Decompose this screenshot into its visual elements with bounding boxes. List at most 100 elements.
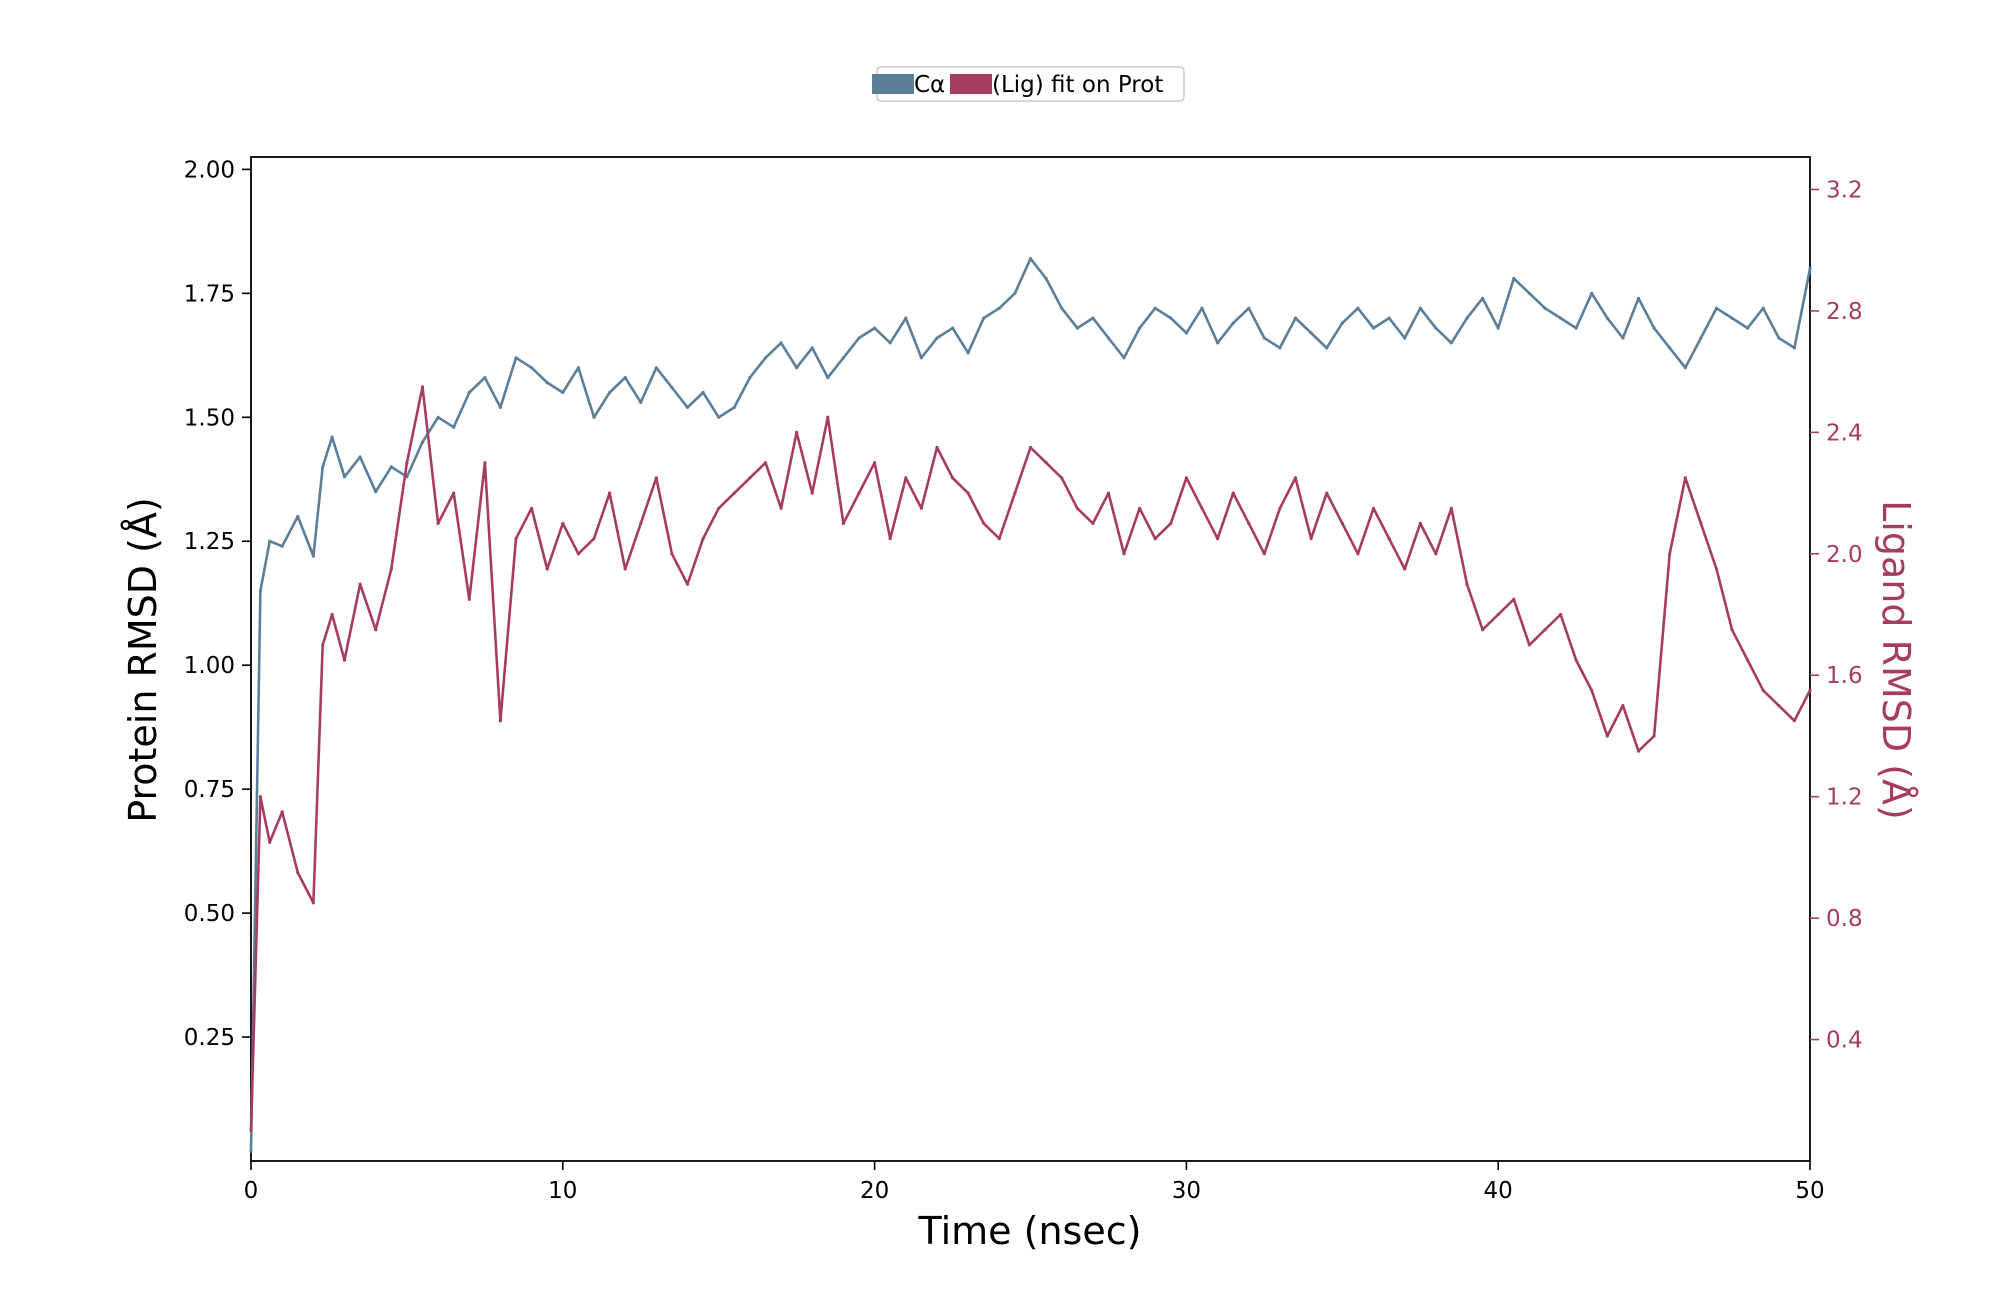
data-point-ligand — [670, 552, 674, 556]
right-y-tick-label: 1.2 — [1826, 785, 1863, 811]
data-point-ligand — [1527, 643, 1531, 647]
data-point-ligand — [374, 628, 378, 632]
data-point-ligand — [1699, 521, 1703, 526]
data-point-protein-ca — [1262, 336, 1266, 340]
x-axis-label: Time (nsec) — [918, 1209, 1142, 1253]
data-point-protein-ca — [717, 415, 721, 419]
data-point-protein-ca — [639, 400, 643, 404]
data-point-ligand — [1559, 612, 1563, 617]
left-y-tick-label: 0.25 — [184, 1025, 235, 1051]
data-point-ligand — [1371, 506, 1376, 510]
data-point-protein-ca — [436, 415, 440, 419]
data-point-ligand — [576, 552, 581, 556]
data-point-ligand — [436, 521, 440, 526]
data-point-ligand — [1169, 521, 1173, 526]
data-point-protein-ca — [1730, 316, 1734, 320]
data-point-protein-ca — [530, 366, 534, 370]
data-point-ligand — [1683, 476, 1687, 480]
right-y-tick-label: 2.8 — [1826, 299, 1863, 325]
data-point-protein-ca — [1293, 316, 1298, 320]
data-point-ligand — [280, 810, 284, 814]
data-point-protein-ca — [268, 539, 272, 543]
data-point-protein-ca — [321, 465, 325, 469]
data-point-ligand — [467, 597, 471, 601]
data-point-ligand — [561, 521, 565, 526]
data-point-ligand — [608, 491, 612, 495]
data-point-protein-ca — [1668, 346, 1672, 350]
data-point-ligand — [966, 491, 970, 495]
data-point-ligand — [1340, 521, 1344, 526]
x-tick-label: 50 — [1795, 1178, 1824, 1204]
data-point-protein-ca — [514, 356, 518, 360]
data-point-ligand — [795, 430, 799, 434]
left-y-tick-label: 1.75 — [184, 281, 235, 307]
left-y-tick-label: 2.00 — [184, 157, 235, 183]
left-y-axis-ticks: 0.25 0.50 0.75 1.00 1.25 1.50 1.75 2.00 — [184, 157, 251, 1051]
right-y-tick-label: 0.4 — [1826, 1028, 1863, 1054]
data-point-ligand — [763, 461, 768, 465]
data-point-ligand — [1605, 734, 1609, 738]
data-point-protein-ca — [841, 356, 846, 360]
data-point-ligand — [1777, 704, 1781, 708]
data-point-ligand — [732, 491, 736, 495]
data-point-ligand — [389, 567, 393, 571]
data-point-protein-ca — [498, 405, 502, 409]
data-point-ligand — [1013, 491, 1017, 495]
data-point-protein-ca — [935, 336, 939, 340]
data-point-protein-ca — [1512, 276, 1516, 281]
data-point-protein-ca — [1060, 306, 1064, 310]
data-point-ligand — [1231, 491, 1235, 495]
data-point-ligand — [1387, 537, 1391, 541]
data-point-protein-ca — [1683, 366, 1687, 370]
data-point-ligand — [1746, 658, 1750, 662]
data-point-protein-ca — [1216, 341, 1220, 345]
data-point-protein-ca — [1590, 291, 1594, 295]
data-point-ligand — [982, 521, 986, 526]
data-point-protein-ca — [732, 405, 736, 409]
data-point-ligand — [826, 415, 830, 419]
plot-area — [250, 156, 1811, 1162]
right-y-axis-ticks: 0.4 0.8 1.2 1.6 2.0 2.4 2.8 3.2 — [1810, 177, 1863, 1054]
data-point-protein-ca — [608, 390, 612, 395]
data-point-protein-ca — [1106, 336, 1111, 340]
data-point-protein-ca — [1231, 321, 1235, 325]
legend: Cα (Lig) fit on Prot — [872, 66, 1185, 102]
data-point-protein-ca — [1527, 291, 1531, 295]
data-point-ligand — [1028, 445, 1033, 450]
data-point-protein-ca — [452, 425, 456, 429]
data-point-ligand — [1481, 628, 1485, 632]
data-point-protein-ca — [919, 356, 924, 360]
data-point-ligand — [249, 1129, 253, 1133]
data-point-protein-ca — [1449, 341, 1453, 345]
right-y-tick-label: 0.8 — [1826, 906, 1863, 932]
data-point-ligand — [888, 537, 892, 541]
data-point-protein-ca — [389, 465, 393, 469]
data-point-protein-ca — [249, 1149, 253, 1153]
data-point-protein-ca — [888, 341, 892, 345]
data-point-ligand — [1714, 567, 1719, 571]
data-point-ligand — [311, 901, 315, 905]
data-point-ligand — [498, 719, 502, 723]
data-point-ligand — [1574, 658, 1578, 662]
data-point-protein-ca — [1481, 296, 1485, 300]
data-point-ligand — [1668, 552, 1672, 556]
data-point-ligand — [935, 445, 939, 450]
data-point-protein-ca — [1169, 316, 1173, 320]
data-point-ligand — [330, 612, 334, 617]
data-point-ligand — [951, 476, 955, 480]
data-point-protein-ca — [763, 356, 768, 360]
data-point-ligand — [1808, 688, 1812, 693]
data-point-ligand — [420, 385, 425, 389]
x-tick-label: 10 — [548, 1178, 577, 1204]
data-point-protein-ca — [982, 316, 986, 320]
x-tick-label: 30 — [1172, 1178, 1201, 1204]
legend-swatch-ca — [872, 74, 914, 94]
data-point-protein-ca — [997, 306, 1001, 310]
right-y-tick-label: 2.0 — [1826, 542, 1863, 568]
data-point-ligand — [717, 506, 721, 510]
data-point-protein-ca — [795, 366, 799, 370]
data-point-protein-ca — [280, 544, 284, 548]
data-point-protein-ca — [1543, 306, 1547, 310]
